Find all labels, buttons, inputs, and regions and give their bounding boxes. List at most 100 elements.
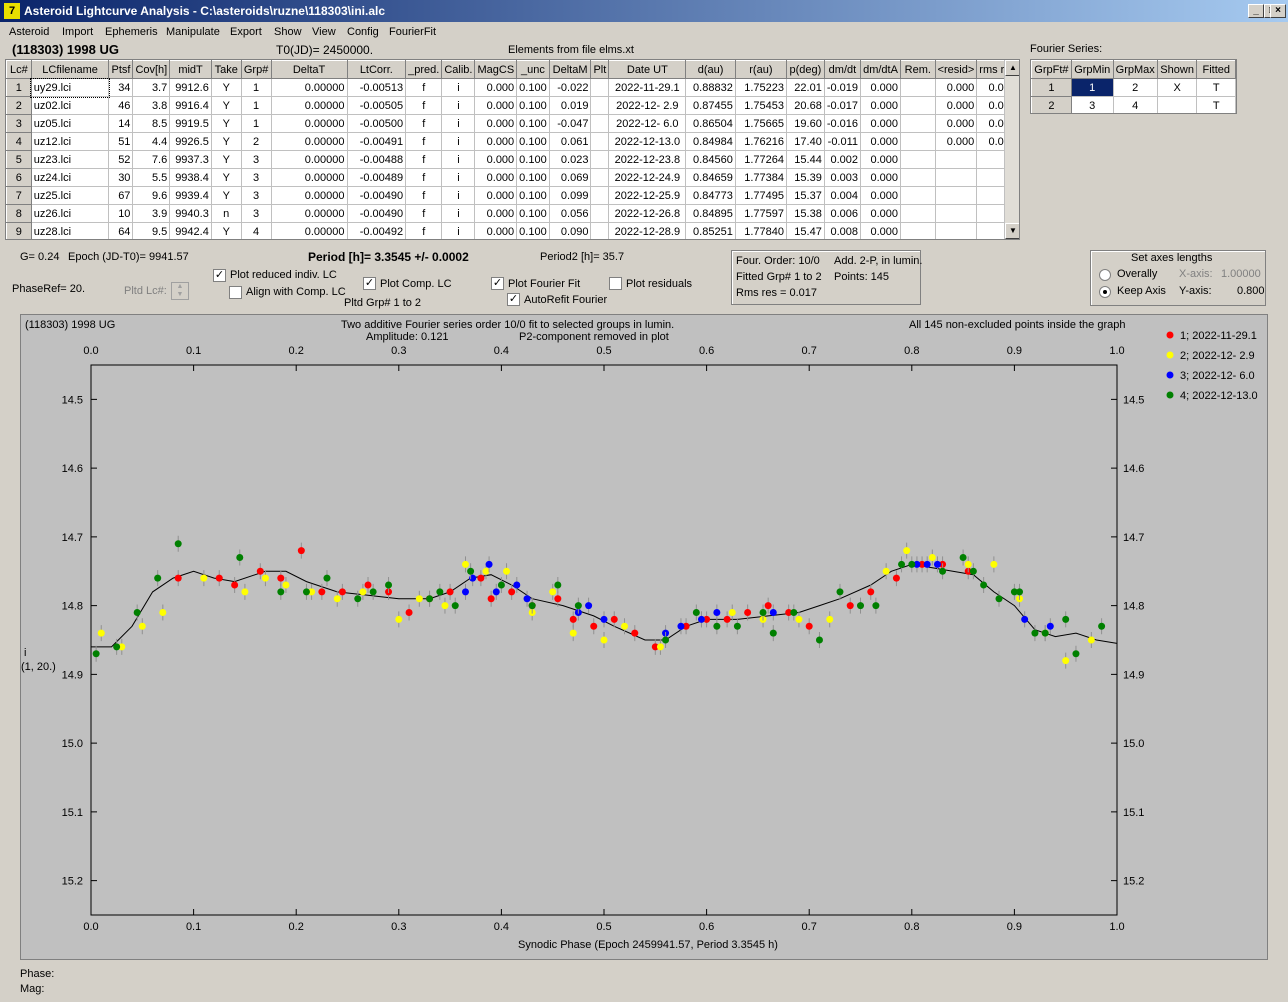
table-cell[interactable]: 0.019 — [548, 96, 592, 115]
column-header[interactable]: GrpMin — [1070, 60, 1114, 79]
table-cell[interactable]: 15.38 — [785, 204, 825, 223]
table-cell[interactable]: 0.000 — [860, 204, 901, 223]
table-cell[interactable]: f — [405, 204, 443, 223]
table-cell[interactable]: f — [405, 96, 443, 115]
table-cell[interactable] — [900, 222, 936, 239]
table-cell[interactable]: 20.68 — [785, 96, 825, 115]
column-header[interactable]: _pred. — [405, 60, 443, 79]
scroll-up-icon[interactable]: ▲ — [1005, 60, 1019, 76]
table-cell[interactable]: 0.100 — [516, 150, 550, 169]
table-cell[interactable]: Y — [210, 96, 242, 115]
table-cell[interactable]: 17.40 — [785, 132, 825, 151]
table-cell[interactable]: -0.011 — [823, 132, 862, 151]
table-cell[interactable]: uy29.lci — [30, 77, 110, 98]
table-cell[interactable]: f — [405, 114, 443, 133]
table-cell[interactable]: -0.00489 — [346, 168, 407, 187]
table-cell[interactable] — [1156, 96, 1198, 113]
table-cell[interactable]: 15.39 — [785, 168, 825, 187]
table-cell[interactable]: 1.77384 — [734, 168, 787, 187]
row-header[interactable]: 2 — [1031, 96, 1072, 113]
table-cell[interactable]: f — [405, 150, 443, 169]
table-cell[interactable]: 9912.6 — [169, 78, 212, 97]
row-header[interactable]: 2 — [6, 96, 32, 115]
table-cell[interactable]: 0.00000 — [270, 132, 348, 151]
overall-radio[interactable] — [1099, 269, 1111, 281]
table-cell[interactable] — [590, 78, 610, 97]
table-cell[interactable]: 2022-11-29.1 — [608, 78, 687, 97]
plot-residuals-checkbox[interactable] — [609, 277, 622, 290]
table-cell[interactable]: 22.01 — [785, 78, 825, 97]
table-cell[interactable] — [590, 186, 610, 205]
table-row[interactable]: 2 uz02.lci 46 3.8 9916.4 Y 1 0.00000 -0.00505 f i 0… — [6, 96, 1019, 115]
table-cell[interactable]: 2022-12- 2.9 — [608, 96, 687, 115]
row-header[interactable]: 6 — [6, 168, 32, 187]
table-cell[interactable]: 0.000 — [474, 78, 518, 97]
table-cell[interactable]: 0.100 — [516, 114, 550, 133]
table-cell[interactable]: 9938.4 — [169, 168, 212, 187]
table-cell[interactable]: 9919.5 — [169, 114, 212, 133]
plot-residuals-label[interactable]: Plot residuals — [626, 278, 693, 290]
table-cell[interactable]: i — [441, 132, 476, 151]
column-header[interactable]: p(deg) — [785, 60, 825, 79]
table-row[interactable]: 1 uy29.lci 34 3.7 9912.6 Y 1 0.00000 -0.00513 f i 0… — [6, 77, 1019, 98]
table-cell[interactable]: Y — [210, 222, 242, 239]
table-cell[interactable]: 9.6 — [132, 186, 171, 205]
table-cell[interactable]: -0.022 — [548, 78, 592, 97]
table-cell[interactable]: 2022-12-23.8 — [608, 150, 687, 169]
table-cell[interactable]: uz25.lci — [30, 186, 110, 205]
table-cell[interactable]: 0.84560 — [685, 150, 736, 169]
table-cell[interactable]: 15.47 — [785, 222, 825, 239]
column-header[interactable]: Plt — [590, 60, 610, 79]
table-cell[interactable]: 1.77264 — [734, 150, 787, 169]
table-cell[interactable]: f — [405, 186, 443, 205]
minimize-button[interactable]: _ — [1248, 4, 1264, 18]
table-cell[interactable]: 1.76216 — [734, 132, 787, 151]
table-cell[interactable]: 0.84984 — [685, 132, 736, 151]
table-cell[interactable] — [934, 222, 978, 239]
table-cell[interactable]: 1 — [240, 96, 272, 115]
table-cell[interactable]: 3.9 — [132, 204, 171, 223]
row-header[interactable]: 3 — [6, 114, 32, 133]
column-header[interactable]: midT — [169, 60, 212, 79]
table-cell[interactable]: 0.000 — [860, 186, 901, 205]
table-cell[interactable]: -0.00513 — [346, 78, 407, 97]
phaseref-value[interactable]: PhaseRef= 20. — [12, 283, 86, 295]
table-cell[interactable]: 0.000 — [474, 96, 518, 115]
xaxis-input[interactable]: 1.00000 — [1221, 268, 1261, 280]
table-cell[interactable]: 7.6 — [132, 150, 171, 169]
table-cell[interactable]: 0.003 — [823, 168, 862, 187]
table-cell[interactable]: 4.4 — [132, 132, 171, 151]
column-header[interactable]: Grp# — [240, 60, 272, 79]
table-cell[interactable]: 3 — [240, 204, 272, 223]
column-header[interactable]: Shown — [1156, 60, 1198, 79]
table-cell[interactable]: 0.00000 — [270, 96, 348, 115]
column-header[interactable]: Fitted — [1196, 60, 1236, 79]
table-cell[interactable]: -0.019 — [823, 78, 862, 97]
table-row[interactable]: 7 uz25.lci 67 9.6 9939.4 Y 3 0.00000 -0.00490 f i 0… — [6, 186, 1019, 205]
table-cell[interactable]: 0.000 — [474, 150, 518, 169]
table-cell[interactable]: f — [405, 78, 443, 97]
table-row[interactable]: 8 uz26.lci 10 3.9 9940.3 n 3 0.00000 -0.00490 f i 0… — [6, 204, 1019, 223]
table-cell[interactable]: 0.84895 — [685, 204, 736, 223]
table-cell[interactable]: 1.77597 — [734, 204, 787, 223]
table-cell[interactable]: 3 — [240, 150, 272, 169]
table-cell[interactable]: n — [210, 204, 242, 223]
yaxis-input[interactable]: 0.800 — [1237, 285, 1265, 297]
table-cell[interactable] — [900, 114, 936, 133]
table-cell[interactable]: 2022-12-24.9 — [608, 168, 687, 187]
menu-fourierfit[interactable]: FourierFit — [389, 26, 437, 38]
table-cell[interactable] — [900, 132, 936, 151]
table-cell[interactable]: 0.004 — [823, 186, 862, 205]
table-row[interactable]: 6 uz24.lci 30 5.5 9938.4 Y 3 0.00000 -0.00489 f i 0… — [6, 168, 1019, 187]
table-cell[interactable]: uz24.lci — [30, 168, 110, 187]
table-cell[interactable]: 1.77840 — [734, 222, 787, 239]
column-header[interactable]: Calib. — [441, 60, 476, 79]
column-header[interactable]: DeltaM — [548, 60, 592, 79]
table-cell[interactable]: i — [441, 222, 476, 239]
table-cell[interactable]: Y — [210, 150, 242, 169]
table-cell[interactable]: 0.000 — [474, 132, 518, 151]
table-cell[interactable]: 0.00000 — [270, 114, 348, 133]
app-icon[interactable]: 7 — [4, 3, 20, 19]
table-cell[interactable]: Y — [210, 78, 242, 97]
